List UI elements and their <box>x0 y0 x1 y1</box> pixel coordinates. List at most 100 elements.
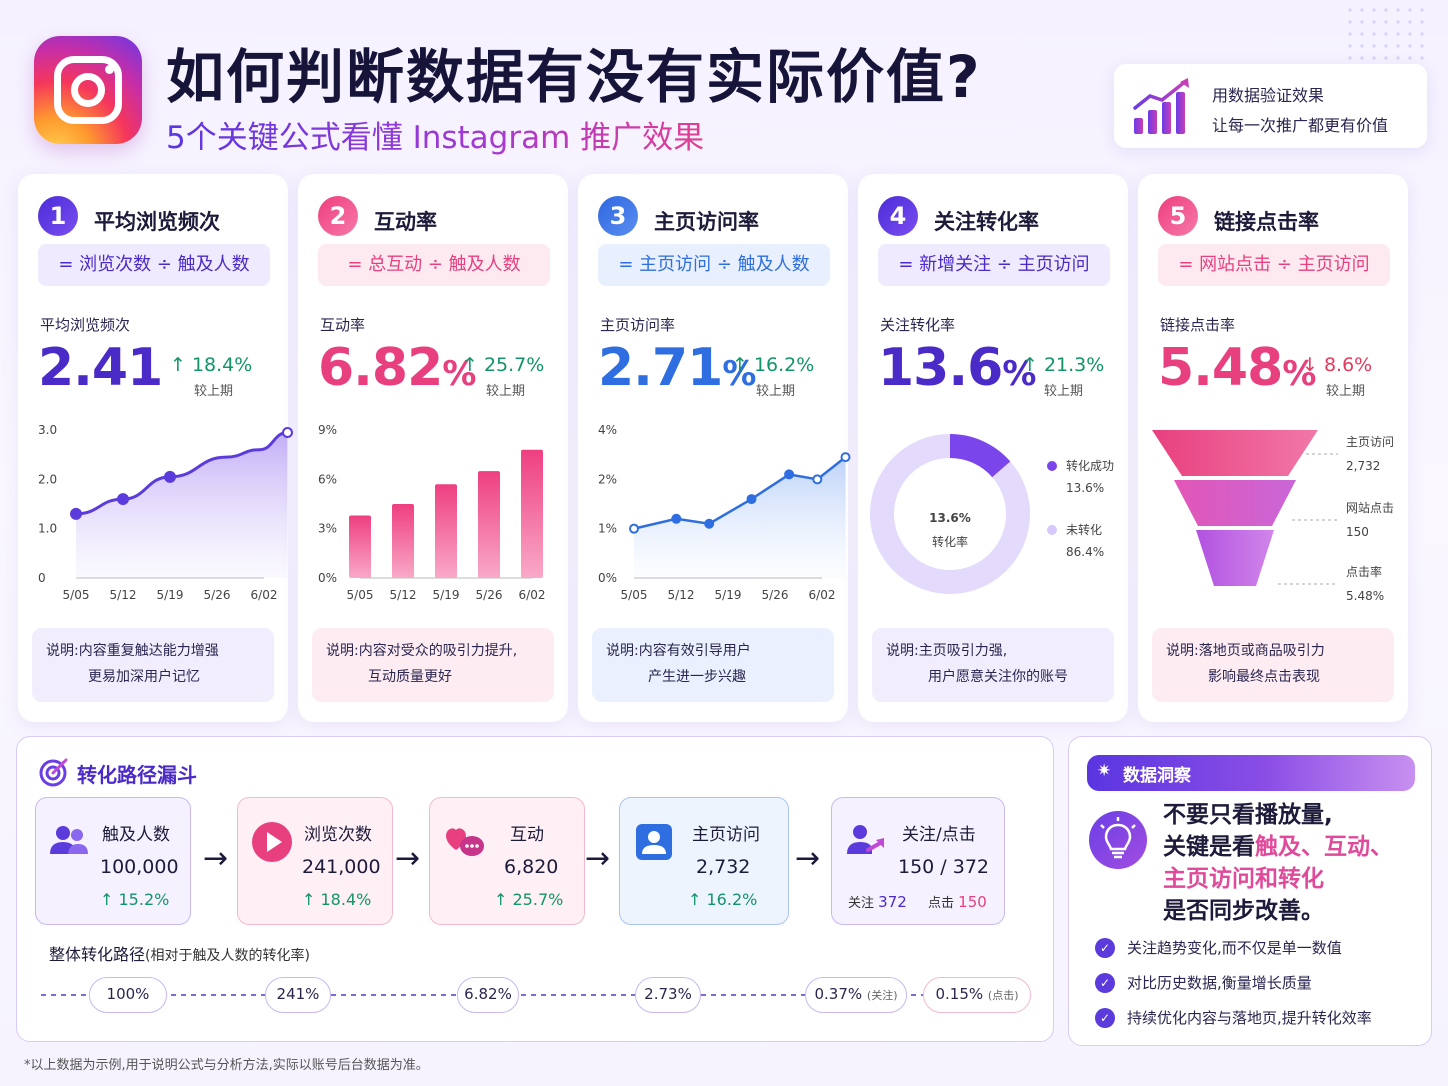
y-tick-label: 0% <box>598 571 617 585</box>
arrow-right-icon: → <box>795 841 821 876</box>
legend-dot <box>1047 525 1057 535</box>
funnel-box-value: 6,820 <box>504 856 559 878</box>
metric-value: 2.71% <box>598 338 756 398</box>
list-item: ✓ 关注趋势变化,而不仅是单一数值 <box>1095 937 1372 972</box>
growth-chart-icon <box>1133 78 1189 134</box>
x-tick-label: 6/02 <box>519 588 546 602</box>
metric-prev-label: 较上期 <box>1044 384 1084 399</box>
path-dashed-line <box>41 994 1031 996</box>
page-title: 如何判断数据有没有实际价值? <box>166 43 982 111</box>
area-fill <box>76 432 288 578</box>
data-point <box>164 470 176 483</box>
y-tick-label: 2.0 <box>38 472 57 486</box>
data-point <box>704 518 715 529</box>
metric-change: ↓ 8.6% <box>1302 354 1373 376</box>
metric-change: ↑ 25.7% <box>462 354 545 376</box>
y-tick-label: 3.0 <box>38 423 57 437</box>
funnel-box-name: 互动 <box>510 825 544 845</box>
card-formula: = 主页访问 ÷ 触及人数 <box>598 244 830 286</box>
card-formula: = 新增关注 ÷ 主页访问 <box>878 244 1110 286</box>
sparkle-icon: ✷ <box>1097 761 1112 781</box>
arrow-right-icon: → <box>395 841 421 876</box>
card-note: 说明:主页吸引力强, 用户愿意关注你的账号 <box>872 628 1114 702</box>
data-point <box>282 426 293 438</box>
check-icon: ✓ <box>1095 938 1115 958</box>
metric-label: 主页访问率 <box>600 316 676 334</box>
card-note: 说明:内容对受众的吸引力提升, 互动质量更好 <box>312 628 554 702</box>
x-tick-label: 5/26 <box>762 588 789 602</box>
follow-conversion-donut-chart: 13.6% 转化率 转化成功 13.6% 未转化 86.4% <box>870 434 1114 594</box>
funnel-stage-label: 点击率 <box>1346 564 1382 579</box>
verify-badge: 用数据验证效果 让每一次推广都更有价值 <box>1114 64 1427 148</box>
path-pill: 241% <box>265 977 331 1013</box>
path-pill: 6.82% <box>457 977 519 1013</box>
x-tick-label: 5/05 <box>621 588 648 602</box>
data-point <box>671 513 682 524</box>
y-tick-label: 9% <box>318 423 337 437</box>
funnel-stage <box>1152 430 1318 476</box>
click-count: 点击 150 <box>928 893 987 911</box>
x-tick-label: 5/26 <box>476 588 503 602</box>
data-point <box>812 474 823 485</box>
metric-change: ↑ 21.3% <box>1022 354 1105 376</box>
y-tick-label: 2% <box>598 472 617 486</box>
funnel-box-value: 241,000 <box>302 856 381 878</box>
chat-heart-icon <box>446 828 484 856</box>
funnel-box-change: ↑ 15.2% <box>100 890 170 909</box>
funnel-stage-label: 主页访问 <box>1346 435 1394 449</box>
profile-icon <box>636 824 672 860</box>
data-point <box>784 469 795 480</box>
play-icon <box>252 822 292 862</box>
funnel-stage-value: 2,732 <box>1346 459 1380 473</box>
x-tick-label: 5/12 <box>390 588 417 602</box>
donut-center-value: 13.6% <box>929 511 971 525</box>
card-title: 互动率 <box>374 210 437 234</box>
card-note: 说明:内容重复触达能力增强 更易加深用户记忆 <box>32 628 274 702</box>
funnel-box-change: ↑ 25.7% <box>494 890 564 909</box>
card-title: 主页访问率 <box>654 210 759 234</box>
engagement-bar-chart: 9% 6% 3% 0% 5/05 5/12 5/19 5/26 6/02 <box>318 423 546 602</box>
x-tick-label: 5/26 <box>204 588 231 602</box>
follow-count: 关注 372 <box>848 893 907 911</box>
card-title: 平均浏览频次 <box>94 210 220 234</box>
data-insight-panel: ✷ 数据洞察 不要只看播放量, 关键是看触及、互动、 主页访问和转化 是否同步改… <box>1068 736 1432 1046</box>
card-title: 链接点击率 <box>1214 210 1319 234</box>
bar <box>392 504 414 578</box>
decorative-dots <box>1344 4 1430 64</box>
funnel-box-name: 关注/点击 <box>902 825 976 845</box>
metric-prev-label: 较上期 <box>486 384 526 399</box>
funnel-box-follow-click: 关注/点击 150 / 372 关注 372 点击 150 <box>831 797 1005 925</box>
instagram-logo <box>34 36 142 144</box>
follow-icon <box>847 825 884 854</box>
funnel-box-value: 2,732 <box>696 856 751 878</box>
verify-line-2: 让每一次推广都更有价值 <box>1212 116 1389 135</box>
funnel-box-name: 浏览次数 <box>304 825 372 845</box>
path-pill: 0.37% (关注) <box>805 977 907 1013</box>
y-tick-label: 3% <box>318 522 337 536</box>
page-subtitle: 5个关键公式看懂 Instagram 推广效果 <box>166 112 704 157</box>
metric-label: 链接点击率 <box>1160 316 1236 334</box>
legend-label: 转化成功 <box>1066 458 1114 473</box>
metric-value: 13.6% <box>878 338 1036 398</box>
y-tick-label: 1.0 <box>38 522 57 536</box>
donut-center-label: 转化率 <box>932 534 968 549</box>
insight-text: 不要只看播放量, 关键是看触及、互动、 主页访问和转化 是否同步改善。 <box>1163 802 1393 924</box>
conversion-funnel-panel: 转化路径漏斗 触及人数 100,000 ↑ 15.2% → 浏览次数 241,0… <box>16 736 1054 1042</box>
metric-card-avg-frequency: 1 平均浏览频次 = 浏览次数 ÷ 触及人数 平均浏览频次 2.41 ↑ 18.… <box>18 174 293 722</box>
metric-prev-label: 较上期 <box>756 384 796 399</box>
metric-card-profile-visit-rate: 3 主页访问率 = 主页访问 ÷ 触及人数 主页访问率 2.71% ↑ 16.2… <box>578 174 851 722</box>
check-icon: ✓ <box>1095 973 1115 993</box>
insight-header: ✷ 数据洞察 <box>1087 755 1415 791</box>
funnel-box-value: 150 / 372 <box>898 856 990 878</box>
path-label: 整体转化路径(相对于触及人数的转化率) <box>49 945 310 964</box>
footnote: *以上数据为示例,用于说明公式与分析方法,实际以账号后台数据为准。 <box>24 1058 429 1073</box>
metric-value: 5.48% <box>1158 338 1316 398</box>
funnel-box-name: 主页访问 <box>692 825 760 845</box>
legend-dot <box>1047 461 1057 471</box>
funnel-box-change: ↑ 16.2% <box>688 890 758 909</box>
x-tick-label: 5/12 <box>110 588 137 602</box>
funnel-stage <box>1174 480 1296 526</box>
metric-prev-label: 较上期 <box>194 384 234 399</box>
card-number-badge: 2 <box>318 196 358 236</box>
funnel-stage <box>1196 530 1274 586</box>
